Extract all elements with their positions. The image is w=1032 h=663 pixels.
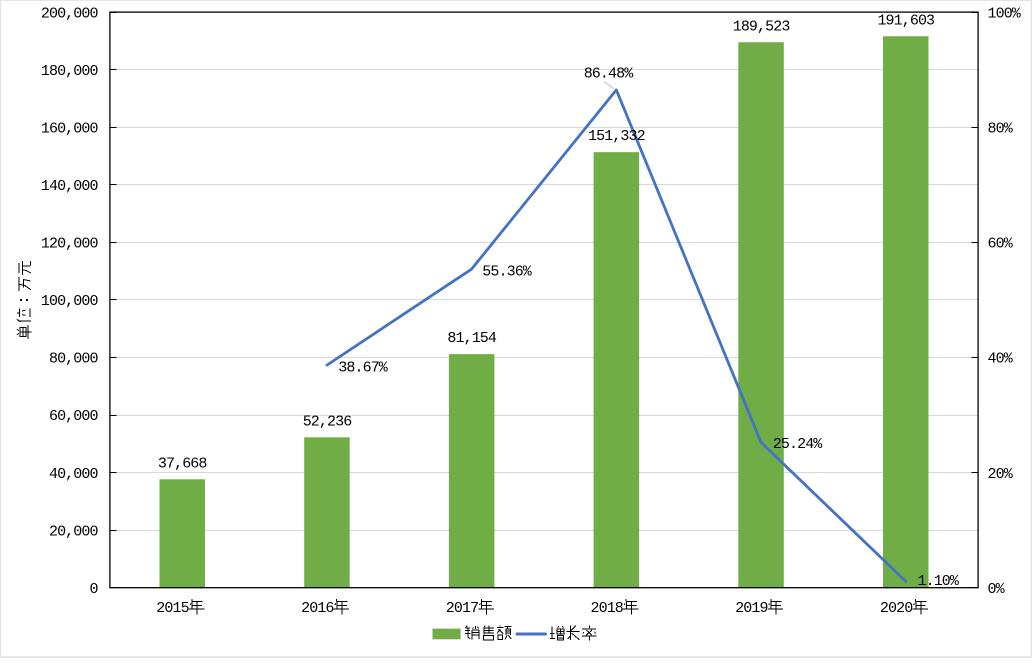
svg-text:180,000: 180,000: [41, 63, 99, 80]
svg-text:80,000: 80,000: [49, 351, 99, 368]
svg-text:151,332: 151,332: [588, 128, 645, 145]
svg-text:0: 0: [89, 581, 98, 598]
svg-text:25.24%: 25.24%: [773, 436, 824, 453]
svg-text:189,523: 189,523: [733, 18, 791, 35]
svg-text:2019: 2019: [735, 600, 767, 617]
svg-text:2018: 2018: [591, 600, 624, 617]
svg-text:100,000: 100,000: [41, 293, 99, 310]
svg-text:0%: 0%: [988, 581, 1006, 598]
svg-text:1.10%: 1.10%: [918, 573, 960, 590]
svg-text:55.36%: 55.36%: [482, 263, 533, 280]
svg-text:2015: 2015: [156, 600, 189, 617]
svg-text:86.48%: 86.48%: [584, 66, 635, 83]
svg-text:60%: 60%: [988, 236, 1014, 253]
svg-text:40,000: 40,000: [49, 466, 99, 483]
svg-text:160,000: 160,000: [41, 120, 99, 137]
svg-text:2017: 2017: [446, 600, 478, 617]
svg-text:80%: 80%: [988, 120, 1014, 137]
svg-text:191,603: 191,603: [877, 12, 935, 29]
svg-text:20,000: 20,000: [49, 523, 99, 540]
svg-text:37,668: 37,668: [158, 455, 208, 472]
svg-text:200,000: 200,000: [41, 5, 99, 22]
svg-text:52,236: 52,236: [303, 413, 353, 430]
svg-text:40%: 40%: [988, 351, 1014, 368]
svg-text:120,000: 120,000: [41, 236, 99, 253]
svg-text:38.67%: 38.67%: [338, 360, 389, 377]
svg-text:100%: 100%: [988, 5, 1022, 22]
svg-text:60,000: 60,000: [49, 408, 99, 425]
svg-text:2020: 2020: [880, 600, 913, 617]
svg-text:140,000: 140,000: [41, 178, 99, 195]
svg-text:81,154: 81,154: [447, 330, 497, 347]
svg-text:2016: 2016: [301, 600, 334, 617]
svg-text:20%: 20%: [988, 466, 1014, 483]
